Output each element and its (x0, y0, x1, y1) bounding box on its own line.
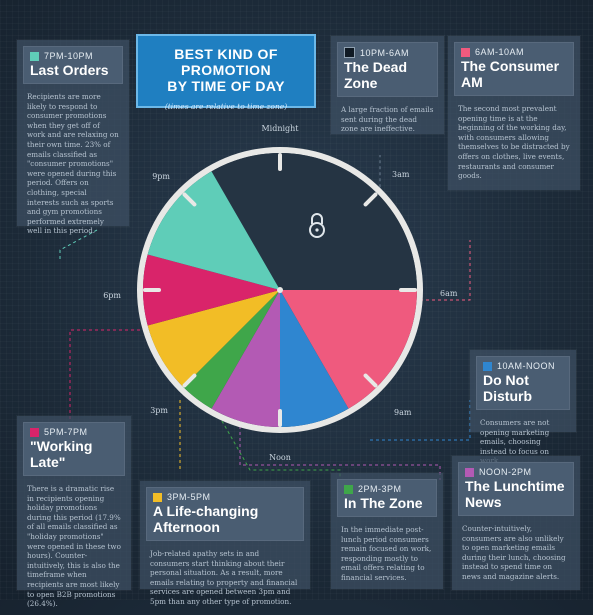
panel-time: 10AM-NOON (497, 361, 556, 371)
swatch-icon (465, 467, 474, 477)
panel-body: In the immediate post-lunch period consu… (341, 525, 432, 582)
panel-time: 2PM-3PM (358, 484, 402, 494)
connector-do-not-disturb (370, 400, 471, 441)
chart-title-line2: BY TIME OF DAY (167, 78, 285, 94)
panel-body: The second most prevalent opening time i… (458, 104, 570, 181)
hour-tick-3 (363, 192, 378, 207)
chart-title-box: BEST KIND OF PROMOTION BY TIME OF DAY (t… (136, 34, 316, 111)
panel-body: A large fraction of emails sent during t… (341, 105, 434, 134)
panel-header: 10PM-6AM The Dead Zone (337, 42, 438, 97)
pie-slice-2 (280, 290, 349, 427)
panel-time: 5PM-7PM (44, 427, 88, 437)
hour-tick-21 (182, 192, 197, 207)
connector-last-orders (59, 229, 98, 260)
swatch-icon (344, 47, 355, 58)
panel-consumer-am: 6AM-10AM The Consumer AM The second most… (448, 36, 580, 190)
panel-lunchtime-news: NOON-2PM The Lunchtime News Counter-intu… (452, 456, 580, 590)
panel-header: 7PM-10PM Last Orders (23, 46, 123, 84)
panel-time: 10PM-6AM (360, 47, 410, 58)
pie-slice-0 (211, 152, 417, 290)
pie-slice-1 (280, 290, 417, 409)
panel-time: NOON-2PM (479, 467, 532, 477)
pie-slice-5 (147, 290, 280, 387)
swatch-icon (30, 51, 39, 61)
panel-title: The Consumer AM (461, 58, 560, 90)
swatch-icon (483, 361, 492, 371)
panel-last-orders: 7PM-10PM Last Orders Recipients are more… (17, 40, 129, 235)
panel-do-not-disturb: 10AM-NOON Do Not Disturb Consumers are n… (470, 350, 576, 465)
label-noon: Noon (269, 453, 291, 462)
chart-subtitle: (times are relative to time zone) (164, 102, 288, 111)
panel-title: Last Orders (30, 62, 109, 78)
hour-tick-15 (182, 373, 197, 388)
connector-working-late (69, 329, 140, 420)
panel-title: In The Zone (344, 495, 423, 511)
panel-header: 10AM-NOON Do Not Disturb (476, 356, 570, 410)
label-3am: 3am (392, 170, 410, 179)
panel-header: 2PM-3PM In The Zone (337, 479, 437, 517)
clock-center (277, 287, 283, 293)
panel-body: Recipients are more likely to respond to… (27, 92, 119, 236)
panel-time: 3PM-5PM (167, 492, 211, 502)
panel-title: The Dead Zone (344, 59, 408, 91)
connector-lunchtime (239, 420, 441, 480)
panel-time: 7PM-10PM (44, 51, 94, 61)
pie-slice-3 (211, 290, 280, 427)
pie-slice-4 (183, 290, 280, 409)
panel-afternoon: 3PM-5PM A Life-changing Afternoon Job-re… (140, 481, 310, 606)
swatch-icon (461, 47, 470, 57)
lock-icon (309, 213, 325, 238)
label-9pm: 9pm (152, 172, 170, 181)
swatch-icon (344, 484, 353, 494)
panel-header: NOON-2PM The Lunchtime News (458, 462, 574, 516)
panel-title: The Lunchtime News (465, 478, 565, 510)
label-9am: 9am (394, 408, 412, 417)
connector-consumer-am (420, 240, 471, 301)
panel-body: There is a dramatic rise in recipients o… (27, 484, 121, 609)
chart-title: BEST KIND OF PROMOTION BY TIME OF DAY (138, 46, 314, 94)
panel-working-late: 5PM-7PM "Working Late" There is a dramat… (17, 416, 131, 608)
label-midnight: Midnight (261, 124, 299, 133)
label-6pm: 6pm (103, 291, 121, 300)
chart-title-line1: BEST KIND OF PROMOTION (174, 46, 278, 78)
pie-slice-6 (143, 254, 280, 326)
panel-header: 3PM-5PM A Life-changing Afternoon (146, 487, 304, 541)
panel-in-the-zone: 2PM-3PM In The Zone In the immediate pos… (331, 473, 443, 589)
label-6am: 6am (440, 289, 458, 298)
panel-title: "Working Late" (30, 438, 93, 470)
panel-body: Counter-intuitively, consumers are also … (462, 524, 566, 581)
pie-slice-7 (147, 171, 280, 290)
panel-title: A Life-changing Afternoon (153, 503, 259, 535)
panel-title: Do Not Disturb (483, 372, 532, 404)
panel-body: Job-related apathy sets in and consumers… (150, 549, 298, 606)
panel-header: 6AM-10AM The Consumer AM (454, 42, 574, 96)
panel-time: 6AM-10AM (475, 47, 525, 57)
panel-header: 5PM-7PM "Working Late" (23, 422, 125, 476)
label-3pm: 3pm (150, 406, 168, 415)
hour-tick-9 (363, 373, 378, 388)
swatch-icon (153, 492, 162, 502)
panel-dead-zone: 10PM-6AM The Dead Zone A large fraction … (331, 36, 444, 134)
clock-pie-chart: Midnight 3am 6am 9am Noon 3pm 6pm 9pm (59, 124, 471, 480)
swatch-icon (30, 427, 39, 437)
